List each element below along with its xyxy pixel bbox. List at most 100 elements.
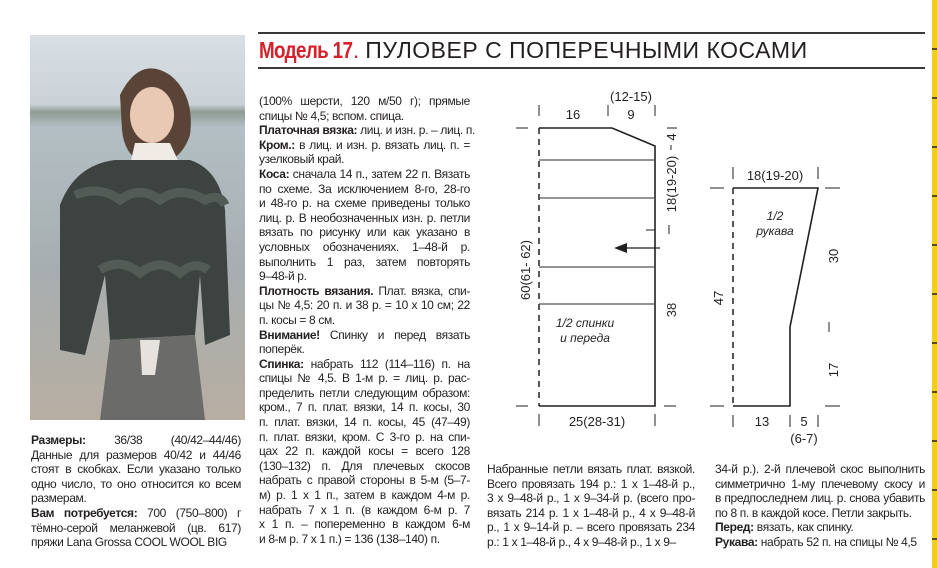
text-line: Перед: вязать, как спинку. <box>715 520 925 535</box>
text-content: по 8 п. в каждой косе. Петли закрыть. <box>715 505 912 520</box>
text-content: и 8-м р. 7 х 1 п.) = 136 (138–140) п. <box>259 531 440 546</box>
text-content: набрать 52 п. на спицы № 4,5 <box>757 534 917 549</box>
text-line: условных обозначениях. 1–48-й р. <box>259 240 470 255</box>
text-content: поперёк. <box>259 342 305 357</box>
text-content: по схеме. За исключением 8-го, 28-го <box>259 181 470 196</box>
strip-tick <box>932 489 937 491</box>
text-line: узелковый край. <box>259 152 470 167</box>
text-column-instructions: (100% шерсти, 120 м/50 г); прямые спицы №… <box>259 94 475 547</box>
text-content: (100% шерсти, 120 м/50 г); прямые <box>259 94 470 108</box>
text-content: Спинку и перед вязать <box>319 327 470 342</box>
sleeve-dim-30: 30 <box>826 249 841 263</box>
text-line: х 1 п. – попеременно в каждом 6-м <box>259 517 470 532</box>
text-content: цах 22 п. каждой косы = всего 128 <box>259 444 470 459</box>
text-line: тёмно-серой меланжевой (цв. 617) <box>31 521 241 536</box>
strip-tick <box>932 48 937 50</box>
paragraph-label: Перед: <box>715 520 754 535</box>
text-line: набрать 7 х 1 п. (в каждом 6-м р. 7 <box>259 503 470 518</box>
paragraph-label: Кром.: <box>259 137 295 152</box>
text-content: Плат. вязка, спи- <box>373 283 470 298</box>
dim-38: 38 <box>664 303 679 317</box>
text-column-back-continued: Набранные петли вязать плат. вязкой. Всег… <box>487 462 695 550</box>
text-content: набрать с правой стороны в 5-м (5–7- <box>259 473 470 488</box>
text-line: в предпоследнем лиц. р. снова убавить <box>715 491 925 506</box>
text-line: вязать по рисунку или как указано в <box>259 225 470 240</box>
model-name: ПУЛОВЕР С ПОПЕРЕЧНЫМИ КОСАМИ <box>358 37 808 63</box>
dim-4: 4 <box>664 133 679 140</box>
text-content: п. косы = 8 см. <box>259 312 335 327</box>
text-line: пряжи Lana Grossa COOL WOOL BIG <box>31 535 241 550</box>
text-content: симметрично 1-му плечевому скосу и <box>715 476 925 491</box>
paragraph-label: Внимание! <box>259 327 320 342</box>
sleeve-label-2: рукава <box>755 224 794 238</box>
dim-9: 9 <box>627 107 634 122</box>
paragraph-label: Платочная вязка: <box>259 123 358 138</box>
sleeve-dim-top: 18(19-20) <box>747 168 803 183</box>
text-content: спицы № 4,5. В 1-м р. = лиц. р. рас- <box>259 371 470 386</box>
text-line: Размеры: 36/38 (40/42–44/46) <box>31 433 241 448</box>
dim-60-61-62: 60(61- 62) <box>518 240 533 300</box>
model-photo <box>30 35 245 420</box>
paragraph-label: Коса: <box>259 166 290 181</box>
strip-tick <box>932 195 937 197</box>
text-line: Данные для размеров 40/42 и 44/46 <box>31 448 241 463</box>
text-line: Рукава: набрать 52 п. на спицы № 4,5 <box>715 535 925 550</box>
text-line: (130–132) п. Для плечевых скосов <box>259 459 470 474</box>
text-content: одно число, то оно относится ко всем <box>31 476 241 491</box>
dim-18-19-20: 18(19-20) <box>664 156 679 212</box>
strip-tick <box>932 391 937 393</box>
text-line: р.: 1 х 1–48-й р., 4 х 9–48-й р., 1 х 9– <box>487 535 695 550</box>
body-diagram <box>516 105 677 426</box>
body-label-1: 1/2 спинки <box>556 316 615 330</box>
text-content: 36/38 (40/42–44/46) <box>85 433 241 447</box>
strip-tick <box>932 97 937 99</box>
text-line: Спинка: набрать 112 (114–116) п. на <box>259 357 470 372</box>
page-title: Модель 17. ПУЛОВЕР С ПОПЕРЕЧНЫМИ КОСАМИ <box>259 35 808 65</box>
page-edge-strip <box>932 0 937 568</box>
text-column-front-sleeves: 34-й р.). 2-й плечевой скос выполнить сим… <box>715 462 925 550</box>
sleeve-dim-47: 47 <box>711 291 726 305</box>
paragraph-label: Размеры: <box>31 433 86 447</box>
text-content: пряжи Lana Grossa COOL WOOL BIG <box>31 535 227 550</box>
text-line: 9–48-й р. <box>259 269 470 284</box>
text-content: р., 1 х 9–14-й р. – всего провязать 234 <box>487 520 695 535</box>
text-content: 3 х 9–48-й р., 1 х 9–34-й р. (всего про- <box>487 491 695 506</box>
title-rule-bottom <box>258 67 925 69</box>
text-content: вязать по рисунку или как указано в <box>259 225 470 240</box>
text-line: п. косы = 8 см. <box>259 313 470 328</box>
text-content: пределить петли следующим образом: <box>259 385 470 400</box>
sleeve-dim-13: 13 <box>755 414 769 429</box>
text-line: (100% шерсти, 120 м/50 г); прямые <box>259 94 470 109</box>
text-line: Всего провязать 194 р.: 1 х 1–48-й р., <box>487 477 695 492</box>
paragraph-label: Рукава: <box>715 534 758 549</box>
text-content: 34-й р.). 2-й плечевой скос выполнить <box>715 462 925 476</box>
text-line: кром., 7 п. плат. вязки, 14 п. косы, 30 <box>259 400 470 415</box>
text-line: Платочная вязка: лиц. и изн. р. – лиц. п… <box>259 123 475 138</box>
text-line: п. плат. вязки, кром. С 3-го р. на спи- <box>259 430 470 445</box>
text-content: стоят в скобках. Если указано только <box>31 462 241 477</box>
text-content: п. плат. вязки, 14 п. косы, 45 (47–49) <box>259 415 470 430</box>
text-line: выполнить 1 раз, затем повторять <box>259 255 470 270</box>
dim-16: 16 <box>566 107 580 122</box>
strip-tick <box>932 244 937 246</box>
text-line: пределить петли следующим образом: <box>259 386 470 401</box>
text-line: р., 1 х 9–14-й р. – всего провязать 234 <box>487 520 695 535</box>
text-line: цы № 4,5: 20 п. и 38 р. = 10 х 10 см; 22 <box>259 298 470 313</box>
sleeve-dim-5: 5 <box>800 414 807 429</box>
sleeve-label-1: 1/2 <box>767 209 784 223</box>
text-content: Данные для размеров 40/42 и 44/46 <box>31 447 241 462</box>
text-line: лиц. р. В необозначенных изн. р. петли <box>259 211 470 226</box>
strip-tick <box>932 538 937 540</box>
text-content: вязать, как спинку. <box>753 520 854 535</box>
text-line: стоят в скобках. Если указано только <box>31 462 241 477</box>
text-line: и 8-м р. 7 х 1 п.) = 136 (138–140) п. <box>259 532 470 547</box>
paragraph-label: Плотность вязания. <box>259 283 374 298</box>
text-line: вязать 214 р. 1 х 1–48-й р., 4 х 9–48-й <box>487 506 695 521</box>
text-line: Внимание! Спинку и перед вязать <box>259 328 470 343</box>
text-line: по схеме. За исключением 8-го, 28-го <box>259 182 470 197</box>
title-dot: . <box>352 37 359 63</box>
text-content: р.: 1 х 1–48-й р., 4 х 9–48-й р., 1 х 9– <box>487 534 676 549</box>
text-line: 34-й р.). 2-й плечевой скос выполнить <box>715 462 925 477</box>
text-content: в предпоследнем лиц. р. снова убавить <box>715 491 925 506</box>
